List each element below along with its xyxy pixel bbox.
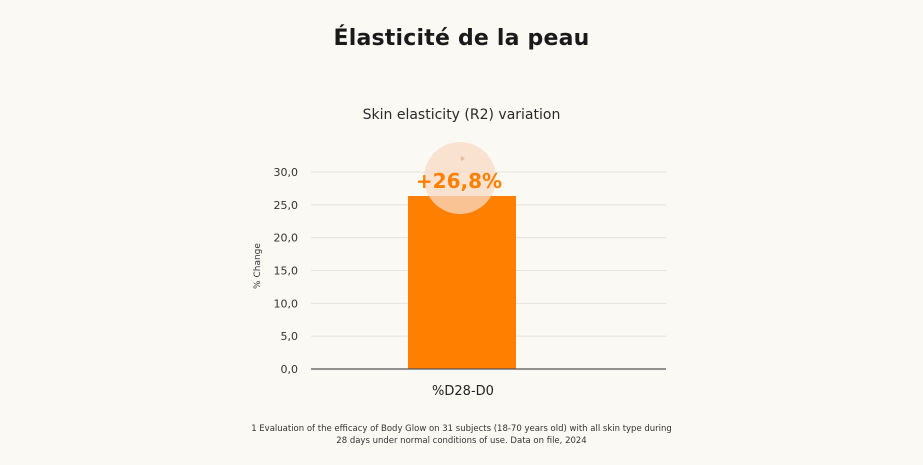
- y-axis-label: % Change: [253, 243, 263, 289]
- play-icon: [461, 156, 465, 161]
- bar: [408, 196, 516, 369]
- y-tick-label: 25,0: [274, 199, 299, 212]
- x-tick-label: %D28-D0: [432, 384, 494, 399]
- y-tick-label: 0,0: [281, 363, 299, 376]
- footnote: 1 Evaluation of the efficacy of Body Glo…: [251, 424, 672, 446]
- y-tick-label: 10,0: [274, 297, 299, 310]
- chart-title: Skin elasticity (R2) variation: [362, 107, 561, 123]
- highlight-circle: [424, 142, 496, 214]
- y-tick-label: 30,0: [274, 166, 299, 179]
- y-tick-label: 20,0: [274, 232, 299, 245]
- y-tick-label: 15,0: [274, 265, 299, 278]
- data-label: +26,8%: [416, 169, 502, 193]
- page-title: Élasticité de la peau: [333, 26, 590, 51]
- y-tick-label: 5,0: [281, 330, 299, 343]
